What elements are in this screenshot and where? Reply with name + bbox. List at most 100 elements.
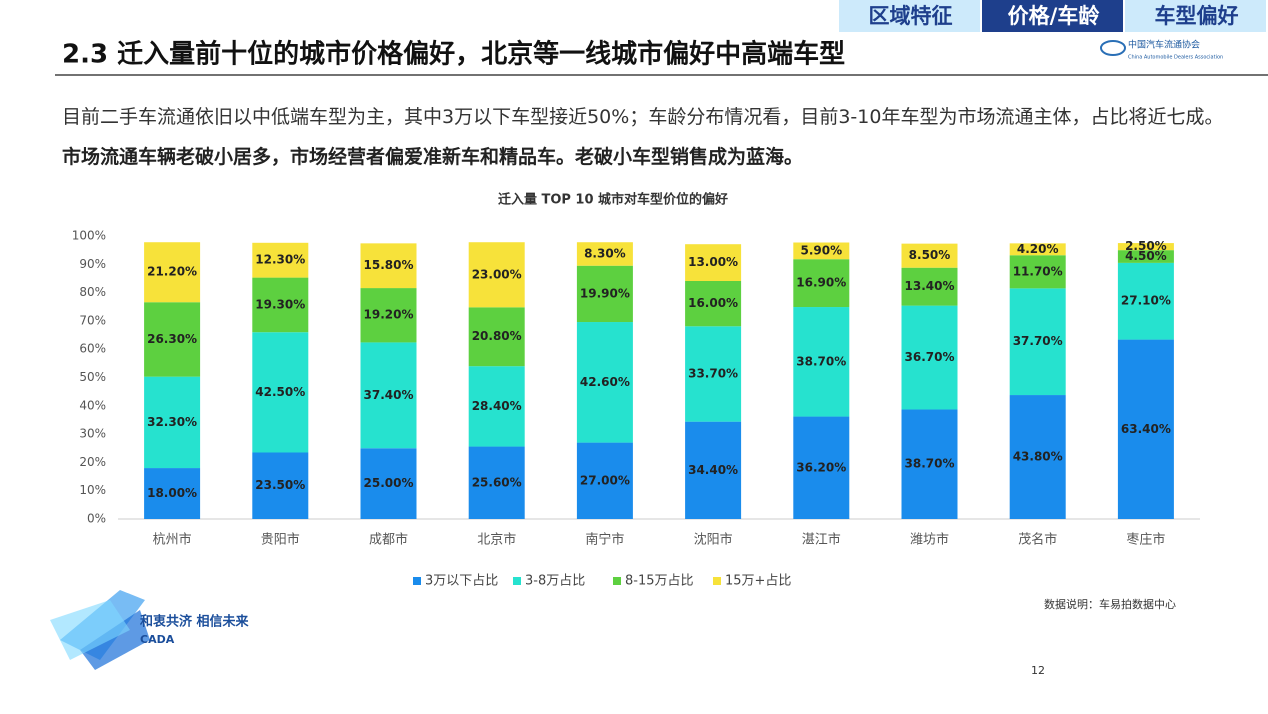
bar-segment bbox=[576, 442, 633, 519]
y-tick-label: 100% bbox=[72, 229, 106, 243]
bar-segment bbox=[1117, 262, 1174, 340]
data-label: 5.90% bbox=[800, 243, 842, 257]
legend-swatch bbox=[713, 577, 721, 585]
bar-segment bbox=[144, 468, 201, 519]
bar-segment bbox=[144, 302, 201, 377]
x-tick-label: 贵阳市 bbox=[261, 532, 300, 548]
data-label: 19.30% bbox=[255, 297, 305, 311]
data-label: 28.40% bbox=[472, 399, 522, 413]
data-label: 42.50% bbox=[255, 385, 305, 399]
x-tick-label: 枣庄市 bbox=[1126, 532, 1165, 548]
bar-segment bbox=[576, 242, 633, 266]
bar-segment bbox=[252, 452, 309, 519]
bar-segment bbox=[252, 332, 309, 453]
intro-text: 目前二手车流通依旧以中低端车型为主，其中3万以下车型接近50%；车龄分布情况看，… bbox=[62, 106, 1224, 128]
legend-label: 3万以下占比 bbox=[425, 574, 498, 589]
y-tick-label: 10% bbox=[79, 483, 106, 497]
bar-segment bbox=[901, 305, 958, 410]
logo-text: 中国汽车流通协会 bbox=[1128, 39, 1200, 51]
logo-shape bbox=[50, 600, 130, 660]
bar-segment bbox=[252, 242, 309, 278]
bar-segment bbox=[360, 448, 417, 519]
data-label: 27.00% bbox=[580, 473, 630, 487]
data-label: 12.30% bbox=[255, 253, 305, 267]
bar-segment bbox=[1009, 255, 1066, 289]
tab-label[interactable]: 价格/车龄 bbox=[1008, 4, 1101, 28]
intro-paragraph: 目前二手车流通依旧以中低端车型为主，其中3万以下车型接近50%；车龄分布情况看，… bbox=[62, 97, 1227, 177]
bar-segment bbox=[360, 243, 417, 289]
y-tick-label: 80% bbox=[79, 285, 106, 299]
bar-segment bbox=[685, 244, 742, 281]
data-label: 21.20% bbox=[147, 265, 197, 279]
y-tick-label: 90% bbox=[79, 257, 106, 271]
data-label: 15.80% bbox=[364, 258, 414, 272]
bar-segment bbox=[1117, 243, 1174, 251]
tab bbox=[1125, 0, 1266, 32]
bar-segment bbox=[360, 342, 417, 449]
legend-swatch bbox=[413, 577, 421, 585]
data-label: 16.00% bbox=[688, 296, 738, 310]
bar-segment bbox=[144, 242, 201, 303]
bar-segment bbox=[144, 376, 201, 469]
bar-segment bbox=[1117, 339, 1174, 519]
y-tick-label: 0% bbox=[87, 512, 106, 526]
data-label: 16.90% bbox=[796, 276, 846, 290]
bar-segment bbox=[468, 446, 525, 519]
bar-segment bbox=[576, 265, 633, 323]
data-label: 4.20% bbox=[1017, 242, 1059, 256]
x-tick-label: 茂名市 bbox=[1018, 532, 1057, 548]
data-label: 4.50% bbox=[1125, 249, 1167, 263]
y-tick-label: 40% bbox=[79, 398, 106, 412]
logo-icon bbox=[1100, 40, 1126, 56]
bar-segment bbox=[793, 416, 850, 519]
data-label: 43.80% bbox=[1013, 450, 1063, 464]
tab bbox=[839, 0, 980, 32]
logo-shape bbox=[80, 610, 150, 670]
data-label: 2.50% bbox=[1125, 239, 1167, 253]
intro-emphasis: 市场流通车辆老破小居多，市场经营者偏爱准新车和精品车。老破小车型销售成为蓝海。 bbox=[62, 146, 804, 168]
x-tick-label: 潍坊市 bbox=[910, 532, 949, 548]
bar-segment bbox=[901, 243, 958, 268]
x-tick-label: 沈阳市 bbox=[694, 532, 733, 548]
tab-label[interactable]: 区域特征 bbox=[869, 4, 953, 28]
data-label: 36.70% bbox=[905, 350, 955, 364]
bar-segment bbox=[468, 366, 525, 447]
x-tick-label: 成都市 bbox=[369, 532, 408, 548]
data-label: 33.70% bbox=[688, 366, 738, 380]
legend-label: 3-8万占比 bbox=[525, 574, 585, 589]
bar-segment bbox=[252, 277, 309, 333]
bar-segment bbox=[793, 242, 850, 260]
data-label: 38.70% bbox=[905, 457, 955, 471]
bar-segment bbox=[1009, 243, 1066, 256]
tab-label[interactable]: 车型偏好 bbox=[1155, 4, 1239, 28]
page-number: 12 bbox=[1031, 664, 1045, 677]
bar-segment bbox=[685, 326, 742, 422]
data-label: 32.30% bbox=[147, 415, 197, 429]
x-tick-label: 北京市 bbox=[477, 532, 516, 548]
legend-swatch bbox=[513, 577, 521, 585]
data-label: 42.60% bbox=[580, 375, 630, 389]
data-label: 25.60% bbox=[472, 475, 522, 489]
data-label: 25.00% bbox=[364, 476, 414, 490]
bar-segment bbox=[468, 242, 525, 308]
data-label: 20.80% bbox=[472, 329, 522, 343]
bar-segment bbox=[793, 307, 850, 417]
data-label: 19.90% bbox=[580, 286, 630, 300]
data-label: 37.40% bbox=[364, 388, 414, 402]
bar-segment bbox=[901, 409, 958, 519]
legend-swatch bbox=[613, 577, 621, 585]
data-label: 27.10% bbox=[1121, 294, 1171, 308]
slide-title: 2.3 迁入量前十位的城市价格偏好，北京等一线城市偏好中高端车型 bbox=[62, 39, 845, 70]
x-tick-label: 南宁市 bbox=[585, 532, 624, 548]
bar-segment bbox=[1009, 395, 1066, 519]
bar-segment bbox=[1117, 250, 1174, 263]
tab bbox=[982, 0, 1123, 32]
data-label: 23.00% bbox=[472, 267, 522, 281]
y-tick-label: 60% bbox=[79, 342, 106, 356]
y-tick-label: 20% bbox=[79, 455, 106, 469]
logo-text-en: China Automobile Dealers Association bbox=[1128, 55, 1223, 61]
bar-segment bbox=[901, 267, 958, 306]
bar-segment bbox=[793, 259, 850, 308]
